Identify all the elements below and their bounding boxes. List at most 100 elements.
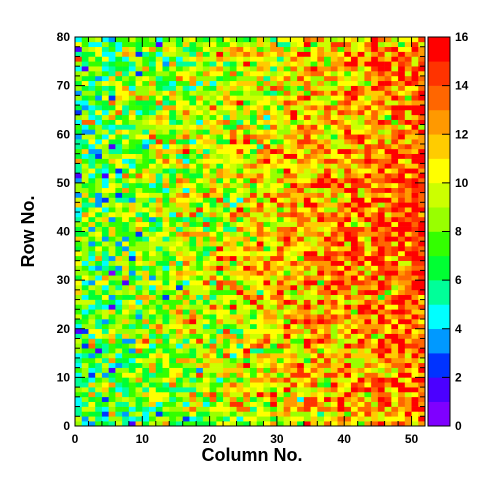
heatmap-cell <box>229 343 237 349</box>
heatmap-cell <box>95 207 103 213</box>
heatmap-cell <box>398 323 406 330</box>
heatmap-cell <box>384 270 392 276</box>
heatmap-cell <box>189 294 197 300</box>
heatmap-cell <box>276 406 284 412</box>
heatmap-cell <box>169 148 177 154</box>
heatmap-cell <box>108 391 116 398</box>
heatmap-cell <box>175 114 183 120</box>
heatmap-cell <box>411 163 419 169</box>
heatmap-cell <box>350 119 358 125</box>
heatmap-cell <box>169 51 177 57</box>
heatmap-cell <box>135 212 143 218</box>
heatmap-cell <box>418 299 426 305</box>
heatmap-cell <box>371 255 379 261</box>
heatmap-cell <box>162 328 170 334</box>
heatmap-cell <box>357 192 365 198</box>
heatmap-cell <box>236 182 244 189</box>
heatmap-cell <box>398 187 406 193</box>
heatmap-cell <box>149 66 157 72</box>
heatmap-cell <box>155 333 163 339</box>
heatmap-cell <box>236 168 244 174</box>
heatmap-cell <box>189 304 197 310</box>
heatmap-cell <box>317 56 325 62</box>
heatmap-cell <box>202 41 210 48</box>
heatmap-cell <box>371 319 379 325</box>
heatmap-cell <box>364 134 372 140</box>
heatmap-cell <box>404 391 412 398</box>
heatmap-cell <box>108 241 116 247</box>
heatmap-cell <box>317 143 325 150</box>
heatmap-cell <box>276 250 284 257</box>
heatmap-cell <box>350 216 358 223</box>
heatmap-cell <box>283 66 291 72</box>
heatmap-cell <box>371 299 379 305</box>
heatmap-cell <box>196 187 204 193</box>
heatmap-cell <box>202 304 210 310</box>
heatmap-cell <box>162 304 170 310</box>
heatmap-cell <box>88 401 96 407</box>
heatmap-cell <box>297 260 305 266</box>
heatmap-cell <box>391 357 399 364</box>
heatmap-cell <box>95 168 103 174</box>
heatmap-cell <box>175 250 183 257</box>
heatmap-cell <box>236 338 244 344</box>
heatmap-cell <box>115 114 123 120</box>
heatmap-cell <box>175 143 183 150</box>
heatmap-cell <box>404 212 412 218</box>
heatmap-cell <box>101 51 109 57</box>
heatmap-cell <box>297 362 305 368</box>
heatmap-cell <box>303 246 311 252</box>
heatmap-cell <box>391 406 399 412</box>
heatmap-cell <box>135 61 143 67</box>
heatmap-cell <box>350 148 358 154</box>
heatmap-cell <box>303 173 311 179</box>
heatmap-cell <box>135 275 143 281</box>
heatmap-cell <box>337 416 345 422</box>
heatmap-cell <box>297 421 305 427</box>
x-tick-label: 10 <box>136 432 150 446</box>
heatmap-cell <box>391 178 399 184</box>
heatmap-cell <box>162 241 170 247</box>
heatmap-cell <box>155 236 163 242</box>
heatmap-cell <box>223 192 231 198</box>
heatmap-cell <box>169 192 177 198</box>
heatmap-cell <box>350 124 358 130</box>
heatmap-cell <box>243 163 251 169</box>
heatmap-cell <box>169 129 177 135</box>
heatmap-cell <box>101 95 109 101</box>
heatmap-cell <box>162 372 170 378</box>
heatmap-cell <box>310 338 318 344</box>
heatmap-cell <box>391 95 399 101</box>
heatmap-cell <box>128 260 136 266</box>
heatmap-cell <box>404 362 412 368</box>
heatmap-cell <box>75 260 83 266</box>
heatmap-cell <box>290 284 298 291</box>
heatmap-cell <box>243 382 251 388</box>
heatmap-cell <box>216 260 224 266</box>
heatmap-cell <box>377 416 385 422</box>
heatmap-cell <box>101 241 109 247</box>
heatmap-cell <box>209 56 217 62</box>
heatmap-cell <box>88 246 96 252</box>
heatmap-cell <box>317 406 325 412</box>
heatmap-cell <box>350 197 358 203</box>
heatmap-cell <box>303 255 311 261</box>
heatmap-cell <box>263 212 271 218</box>
heatmap-cell <box>175 343 183 349</box>
heatmap-cell <box>344 173 352 179</box>
heatmap-cell <box>377 75 385 82</box>
heatmap-cell <box>236 323 244 330</box>
heatmap-cell <box>101 100 109 106</box>
heatmap-cell <box>398 37 406 43</box>
heatmap-cell <box>95 289 103 296</box>
heatmap-cell <box>337 391 345 398</box>
heatmap-cell <box>350 85 358 91</box>
heatmap-cell <box>297 246 305 252</box>
heatmap-cell <box>297 275 305 281</box>
heatmap-cell <box>202 105 210 111</box>
heatmap-cell <box>283 207 291 213</box>
heatmap-cell <box>81 299 89 305</box>
heatmap-cell <box>371 226 379 232</box>
heatmap-cell <box>128 401 136 407</box>
heatmap-cell <box>371 416 379 422</box>
